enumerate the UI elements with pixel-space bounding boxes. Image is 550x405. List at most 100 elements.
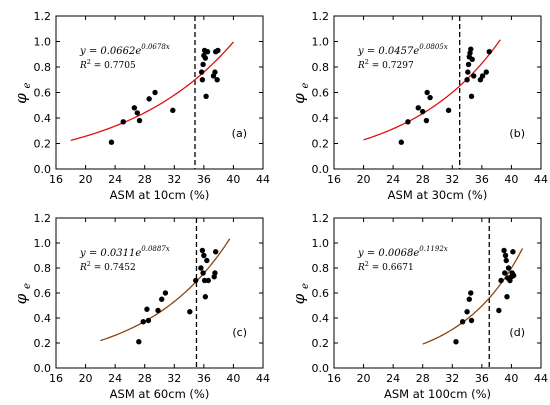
y-tick-label: 0.2 <box>34 337 52 350</box>
y-axis-label-main: φ <box>290 293 308 304</box>
data-point <box>479 73 486 79</box>
x-tick-label: 40 <box>504 372 518 385</box>
r-squared: R2 = 0.7297 <box>357 58 414 71</box>
data-point <box>212 69 218 75</box>
y-tick-label: 0.2 <box>34 138 52 151</box>
x-tick-label: 32 <box>167 173 181 186</box>
fit-equation-base: y = 0.0068e <box>357 248 419 259</box>
plot-frame <box>55 217 264 369</box>
data-point <box>471 73 477 79</box>
data-point <box>504 294 510 300</box>
x-tick-label: 24 <box>386 173 400 186</box>
x-tick-label: 16 <box>327 173 341 186</box>
data-point <box>465 61 472 68</box>
data-point <box>204 49 211 55</box>
data-point <box>505 265 512 271</box>
x-tick-label: 32 <box>445 173 459 186</box>
data-point <box>200 61 206 68</box>
data-point <box>199 77 206 83</box>
chart-panel-3: 16 20 24 28 32 36 40 44 0.0 0.2 0.4 0.6 0.8 1.0 1.2 ASM… <box>12 212 270 401</box>
r-squared-symbol: R <box>357 61 365 71</box>
r-squared: R2 = 0.6671 <box>357 260 414 273</box>
data-point <box>423 117 430 124</box>
y-tick-label: 0.4 <box>312 112 330 125</box>
data-point <box>464 77 470 83</box>
data-point <box>201 252 207 259</box>
data-point <box>427 94 433 101</box>
r-squared-exponent: 2 <box>365 260 369 268</box>
data-point <box>214 77 220 83</box>
r-squared-value: = 0.6671 <box>369 263 414 273</box>
fit-curve <box>363 39 501 141</box>
y-axis-label-sub: e <box>22 83 33 89</box>
fit-equation: y = 0.0662e0.0678x <box>79 43 170 57</box>
data-point <box>469 56 475 63</box>
data-point <box>193 277 199 284</box>
data-point <box>108 139 115 145</box>
y-tick-label: 0.2 <box>312 138 330 151</box>
x-tick-label: 16 <box>327 372 341 385</box>
x-tick-label: 16 <box>49 372 63 385</box>
y-tick-label: 1.0 <box>34 36 52 49</box>
y-axis-label-sub: e <box>300 83 311 89</box>
data-point <box>200 270 206 276</box>
y-tick-label: 0.0 <box>312 362 330 375</box>
x-tick-label: 24 <box>108 173 122 186</box>
y-tick-label: 0.8 <box>34 262 52 275</box>
data-point <box>465 69 471 75</box>
chart-panel-2: 16 20 24 28 32 36 40 44 0.0 0.2 0.4 0.6 0.8 1.0 1.2 ASM… <box>290 10 548 202</box>
y-tick-label: 0.6 <box>34 87 52 100</box>
data-point <box>503 257 509 264</box>
y-axis-label-sub: e <box>300 283 311 289</box>
fit-equation-base: y = 0.0457e <box>357 46 419 57</box>
y-axis-label: φe <box>290 83 311 104</box>
data-point <box>204 257 210 264</box>
y-axis-label-main: φ <box>12 93 30 104</box>
panel-label: (c) <box>232 326 247 339</box>
data-point <box>502 252 509 259</box>
data-point <box>445 107 452 114</box>
r-squared: R2 = 0.7452 <box>79 260 136 273</box>
data-point <box>152 89 158 96</box>
x-tick-label: 24 <box>108 372 122 385</box>
data-point <box>198 69 205 75</box>
data-point <box>144 306 150 312</box>
x-tick-label: 40 <box>226 173 240 186</box>
data-point <box>131 105 138 111</box>
x-tick-label: 36 <box>197 372 211 385</box>
y-tick-label: 0.6 <box>312 87 330 100</box>
data-point <box>136 339 142 345</box>
fit-equation-exponent: 0.0805x <box>419 43 447 51</box>
data-point <box>162 290 169 296</box>
x-tick-label: 44 <box>256 173 270 186</box>
r-squared-value: = 0.7705 <box>91 61 136 71</box>
data-point <box>405 119 411 125</box>
r-squared-symbol: R <box>79 61 87 71</box>
data-point <box>468 317 475 324</box>
plot-frame <box>55 15 264 170</box>
fit-equation: y = 0.0457e0.0805x <box>357 43 448 57</box>
data-point <box>202 294 209 300</box>
y-tick-label: 0.4 <box>312 312 330 325</box>
data-point <box>201 277 208 284</box>
x-tick-label: 16 <box>49 173 63 186</box>
x-tick-label: 44 <box>534 372 548 385</box>
data-point <box>140 319 146 325</box>
chart-panel-4: 16 20 24 28 32 36 40 44 0.0 0.2 0.4 0.6 0.8 1.0 1.2 ASM… <box>290 212 548 401</box>
x-tick-label: 20 <box>357 372 371 385</box>
x-tick-label: 40 <box>504 173 518 186</box>
data-point <box>134 110 141 116</box>
plot-frame <box>333 217 542 369</box>
data-point <box>120 119 126 125</box>
x-tick-label: 20 <box>79 372 93 385</box>
fit-curve <box>70 41 234 142</box>
data-point <box>202 55 209 61</box>
x-axis-label: ASM at 10cm (%) <box>110 188 210 202</box>
data-point <box>205 277 211 284</box>
data-point <box>453 339 459 345</box>
data-point <box>146 96 152 102</box>
y-tick-label: 1.2 <box>34 212 52 225</box>
fit-equation-exponent: 0.1192x <box>419 245 447 253</box>
y-tick-label: 0.0 <box>312 163 330 176</box>
